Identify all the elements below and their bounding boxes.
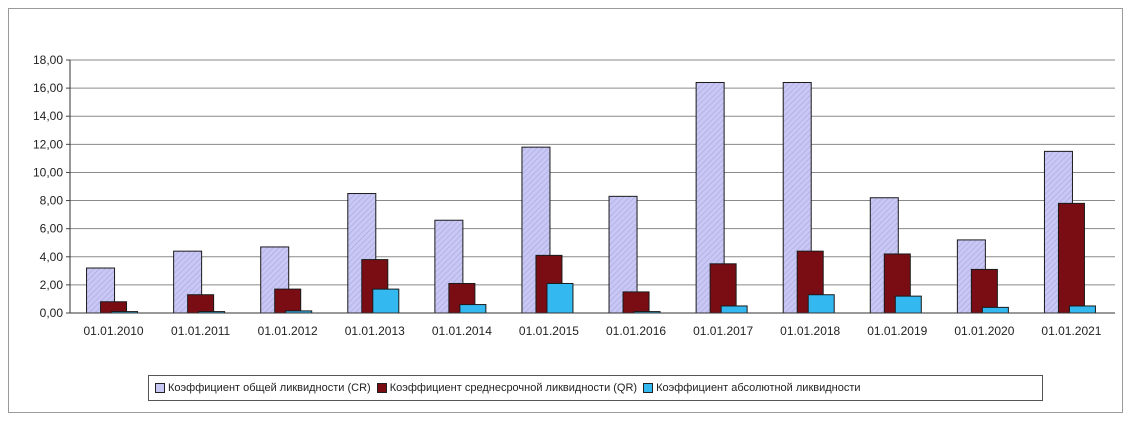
grid-lines <box>66 59 1115 314</box>
y-tick-label: 4,00 <box>40 250 64 264</box>
legend: Коэффициент общей ликвидности (CR) Коэффи… <box>148 375 1043 401</box>
x-tick-label: 01.01.2015 <box>519 324 579 338</box>
legend-item-series-1: Коэффициент общей ликвидности (CR) <box>155 382 371 394</box>
y-tick-label: 18,00 <box>33 53 63 67</box>
x-tick-label: 01.01.2018 <box>780 324 840 338</box>
x-tick-label: 01.01.2019 <box>867 324 927 338</box>
legend-label: Коэффициент среднесрочной ликвидности (Q… <box>389 382 638 394</box>
legend-item-series-2: Коэффициент среднесрочной ликвидности (Q… <box>376 382 638 394</box>
y-tick-label: 16,00 <box>33 81 63 95</box>
legend-swatch <box>376 383 387 393</box>
chart-frame <box>8 8 1123 413</box>
bar-series-2 <box>970 268 998 314</box>
legend-label: Коэффициент абсолютной ликвидности <box>656 382 861 394</box>
bar-series-3 <box>459 304 487 314</box>
x-tick-label: 01.01.2016 <box>606 324 666 338</box>
x-tick-label: 01.01.2012 <box>258 324 318 338</box>
y-tick-label: 2,00 <box>40 278 64 292</box>
bar-series-3 <box>720 305 748 314</box>
y-tick-label: 10,00 <box>33 165 63 179</box>
bar-series-3 <box>807 294 835 314</box>
legend-item-series-3: Коэффициент абсолютной ликвидности <box>643 382 861 394</box>
y-tick-label: 14,00 <box>33 109 63 123</box>
legend-swatch <box>643 383 654 393</box>
axes <box>69 60 1115 314</box>
y-tick-label: 12,00 <box>33 137 63 151</box>
y-tick-label: 0,00 <box>40 306 64 320</box>
bar-series-3 <box>546 282 574 314</box>
y-tick-label: 6,00 <box>40 222 64 236</box>
bar-series-2 <box>187 294 215 314</box>
bar-series-3 <box>1068 305 1096 314</box>
bar-series-3 <box>372 288 400 314</box>
x-tick-label: 01.01.2020 <box>954 324 1014 338</box>
bar-series-2 <box>274 288 302 314</box>
bars <box>86 81 1096 314</box>
bar-series-3 <box>981 306 1009 314</box>
x-tick-label: 01.01.2017 <box>693 324 753 338</box>
y-tick-labels: 0,00 2,00 4,00 6,00 8,00 10,00 12,00 14,00 16,00… <box>33 53 63 320</box>
x-tick-label: 01.01.2021 <box>1041 324 1101 338</box>
x-tick-label: 01.01.2014 <box>432 324 492 338</box>
bar-series-2 <box>622 291 650 314</box>
x-tick-label: 01.01.2010 <box>84 324 144 338</box>
legend-swatch <box>155 383 165 393</box>
legend-label: Коэффициент общей ликвидности (CR) <box>168 382 371 394</box>
x-tick-label: 01.01.2011 <box>171 324 230 338</box>
y-tick-label: 8,00 <box>40 194 64 208</box>
bar-series-2 <box>1057 202 1085 314</box>
x-tick-label: 01.01.2013 <box>345 324 405 338</box>
x-tick-labels: 01.01.2010 01.01.2011 01.01.2012 01.01.2013… <box>84 324 1102 338</box>
bar-series-3 <box>894 295 922 314</box>
